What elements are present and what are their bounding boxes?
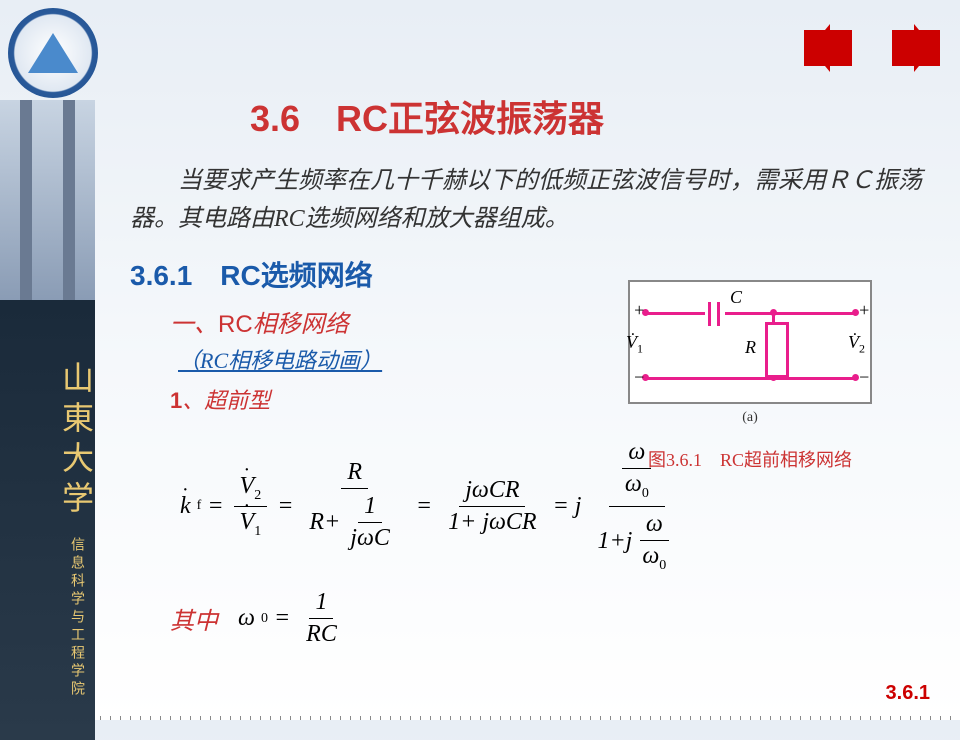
department-name: 信息科学与工程学院 <box>69 537 84 699</box>
gate-image <box>0 100 95 300</box>
next-arrow-icon[interactable] <box>892 30 940 66</box>
bottom-ruler <box>100 716 960 720</box>
subsection-suffix: 相移网络 <box>253 312 349 338</box>
subsection-rc: RC <box>218 311 253 338</box>
capacitor-icon <box>705 302 723 331</box>
page-number: 3.6.1 <box>886 682 930 705</box>
where-clause: 其中 ω0 = 1RC <box>170 587 940 650</box>
prev-arrow-icon[interactable] <box>804 30 852 66</box>
circuit-diagram: + − + − V̇1 V̇2 C R <box>628 280 872 404</box>
page-title: 3.6 RC正弦波振荡器 <box>250 90 940 142</box>
r-label: R <box>745 337 756 358</box>
item-num: 1 <box>170 388 182 413</box>
circuit-sublabel: (a) <box>620 410 880 426</box>
item-label: 、超前型 <box>182 388 270 413</box>
circuit-figure: + − + − V̇1 V̇2 C R (a) 图3.6.1 RC超前相移网络 <box>620 280 880 472</box>
sidebar: 山東大学 信息科学与工程学院 <box>0 100 95 720</box>
resistor-icon <box>765 322 789 378</box>
intro-paragraph: 当要求产生频率在几十千赫以下的低频正弦波信号时，需采用ＲＣ振荡器。其电路由RC选… <box>130 162 940 239</box>
main-content: 3.6 RC正弦波振荡器 当要求产生频率在几十千赫以下的低频正弦波信号时，需采用… <box>130 90 940 650</box>
university-name: 山東大学 <box>58 361 94 521</box>
where-label: 其中 <box>170 601 218 636</box>
v1-label: V̇1 <box>626 332 643 357</box>
nav-arrows <box>804 30 940 66</box>
c-label: C <box>730 287 742 308</box>
university-logo <box>8 8 98 98</box>
subsection-num: 一、 <box>170 312 218 338</box>
figure-caption: 图3.6.1 RC超前相移网络 <box>620 446 880 472</box>
calligraphy-panel: 山東大学 信息科学与工程学院 <box>0 300 95 740</box>
v2-label: V̇2 <box>848 332 865 357</box>
